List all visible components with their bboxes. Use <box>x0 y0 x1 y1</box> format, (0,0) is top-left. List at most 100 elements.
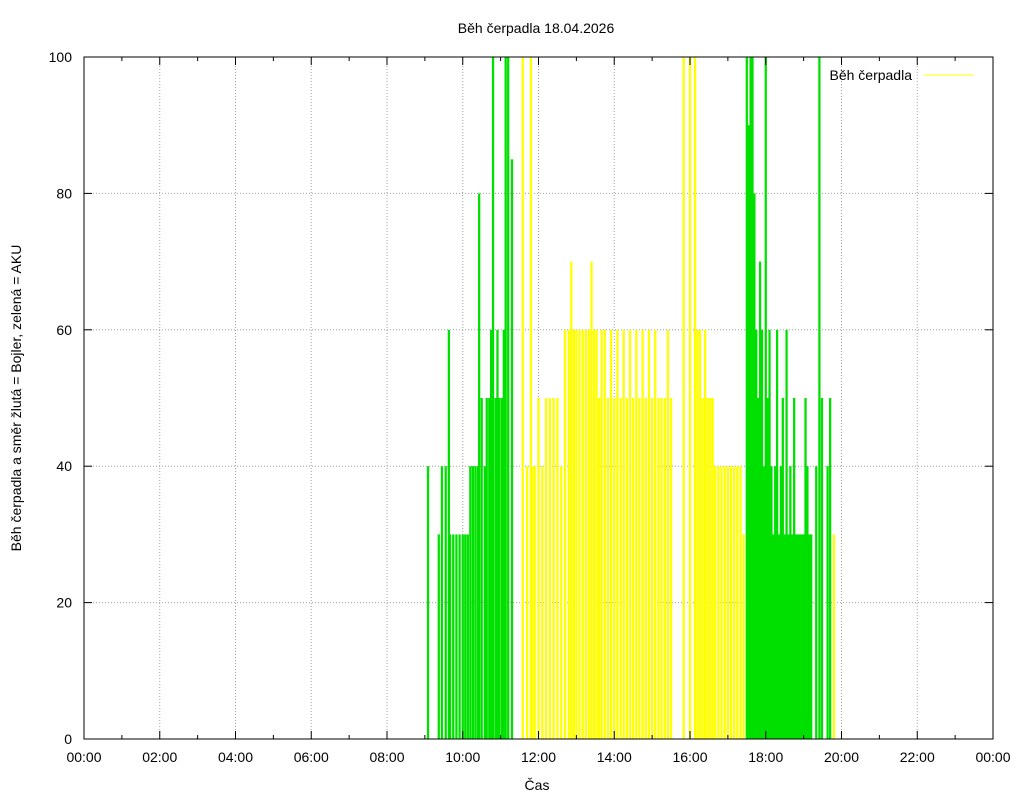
chart-title: Běh čerpadla 18.04.2026 <box>458 20 615 36</box>
bar <box>775 329 779 739</box>
bar <box>494 398 497 739</box>
y-tick-label: 40 <box>56 458 72 474</box>
bar <box>751 57 754 739</box>
bar <box>496 329 499 739</box>
bar <box>701 398 704 739</box>
bar <box>567 329 570 739</box>
bar <box>504 57 507 739</box>
bar <box>466 534 469 739</box>
x-tick-label: 00:00 <box>975 749 1010 765</box>
bar <box>806 466 809 739</box>
bar <box>455 534 458 739</box>
bar <box>714 466 717 739</box>
bar <box>444 466 447 739</box>
bar <box>781 398 784 739</box>
bar <box>644 398 647 739</box>
y-tick-label: 100 <box>49 49 73 65</box>
bar <box>469 466 472 739</box>
bar <box>766 398 769 739</box>
bar <box>720 466 723 739</box>
bar <box>584 329 587 739</box>
bar <box>747 125 750 739</box>
bar <box>548 398 551 739</box>
x-tick-label: 12:00 <box>521 749 556 765</box>
bar <box>619 398 622 739</box>
bar <box>498 398 501 739</box>
axes: 00:00 02:00 04:00 06:00 08:00 10:00 12:00 14:00… <box>49 49 1011 765</box>
bar <box>815 466 818 739</box>
bar <box>711 398 714 739</box>
bar <box>521 57 524 739</box>
bar <box>794 534 798 739</box>
bar <box>787 534 790 739</box>
bar <box>502 329 505 739</box>
bar <box>768 329 771 739</box>
bar <box>762 466 765 739</box>
bar <box>796 534 800 739</box>
y-tick-label: 0 <box>64 731 72 747</box>
bar <box>458 534 461 739</box>
bar <box>757 398 760 739</box>
bar <box>600 329 603 739</box>
bar <box>592 329 596 739</box>
bar <box>628 329 632 739</box>
bar <box>709 398 712 739</box>
bar <box>606 398 610 739</box>
bar <box>802 534 805 739</box>
bar <box>785 329 788 739</box>
bar <box>829 398 832 739</box>
bar <box>526 466 529 739</box>
bar <box>426 466 430 739</box>
bar <box>723 466 726 739</box>
bar <box>698 329 702 739</box>
bar <box>448 534 452 739</box>
bar <box>537 398 540 739</box>
x-tick-label: 18:00 <box>748 749 783 765</box>
y-axis-label: Běh čerpadla a směr žlutá = Bojler, zele… <box>8 245 24 552</box>
y-tick-label: 20 <box>56 595 72 611</box>
bar <box>507 57 510 739</box>
bar <box>632 398 635 739</box>
bar <box>669 398 673 739</box>
legend: Běh čerpadla <box>829 67 974 83</box>
x-axis-label: Čas <box>525 777 550 793</box>
bar <box>804 398 807 739</box>
bar <box>777 534 781 739</box>
bar <box>531 466 534 739</box>
bar <box>587 329 591 739</box>
bar <box>578 329 581 739</box>
bar <box>485 398 488 739</box>
bar <box>647 329 651 739</box>
bar <box>736 466 739 739</box>
bar <box>733 466 736 739</box>
bar <box>682 57 685 739</box>
bar <box>793 398 796 739</box>
bar <box>480 398 483 739</box>
bar <box>625 398 629 739</box>
bar <box>739 466 742 739</box>
bar <box>666 329 670 739</box>
bar <box>717 466 720 739</box>
bar <box>772 534 775 739</box>
x-tick-label: 04:00 <box>218 749 253 765</box>
y-tick-label: 60 <box>56 322 72 338</box>
bar <box>483 466 486 739</box>
bar <box>820 398 824 739</box>
bar <box>696 329 699 739</box>
bar <box>688 57 692 739</box>
bar <box>471 466 474 739</box>
bar <box>544 398 548 739</box>
bar <box>760 329 764 739</box>
bar <box>510 159 514 740</box>
bar <box>704 329 707 739</box>
bar <box>791 534 794 739</box>
bar <box>638 398 641 739</box>
bar <box>590 261 593 739</box>
bar <box>770 466 773 739</box>
bar <box>650 398 654 739</box>
bar <box>609 329 613 739</box>
bar <box>533 466 536 739</box>
bar <box>826 466 829 739</box>
bar <box>758 261 762 739</box>
bar <box>657 398 660 739</box>
